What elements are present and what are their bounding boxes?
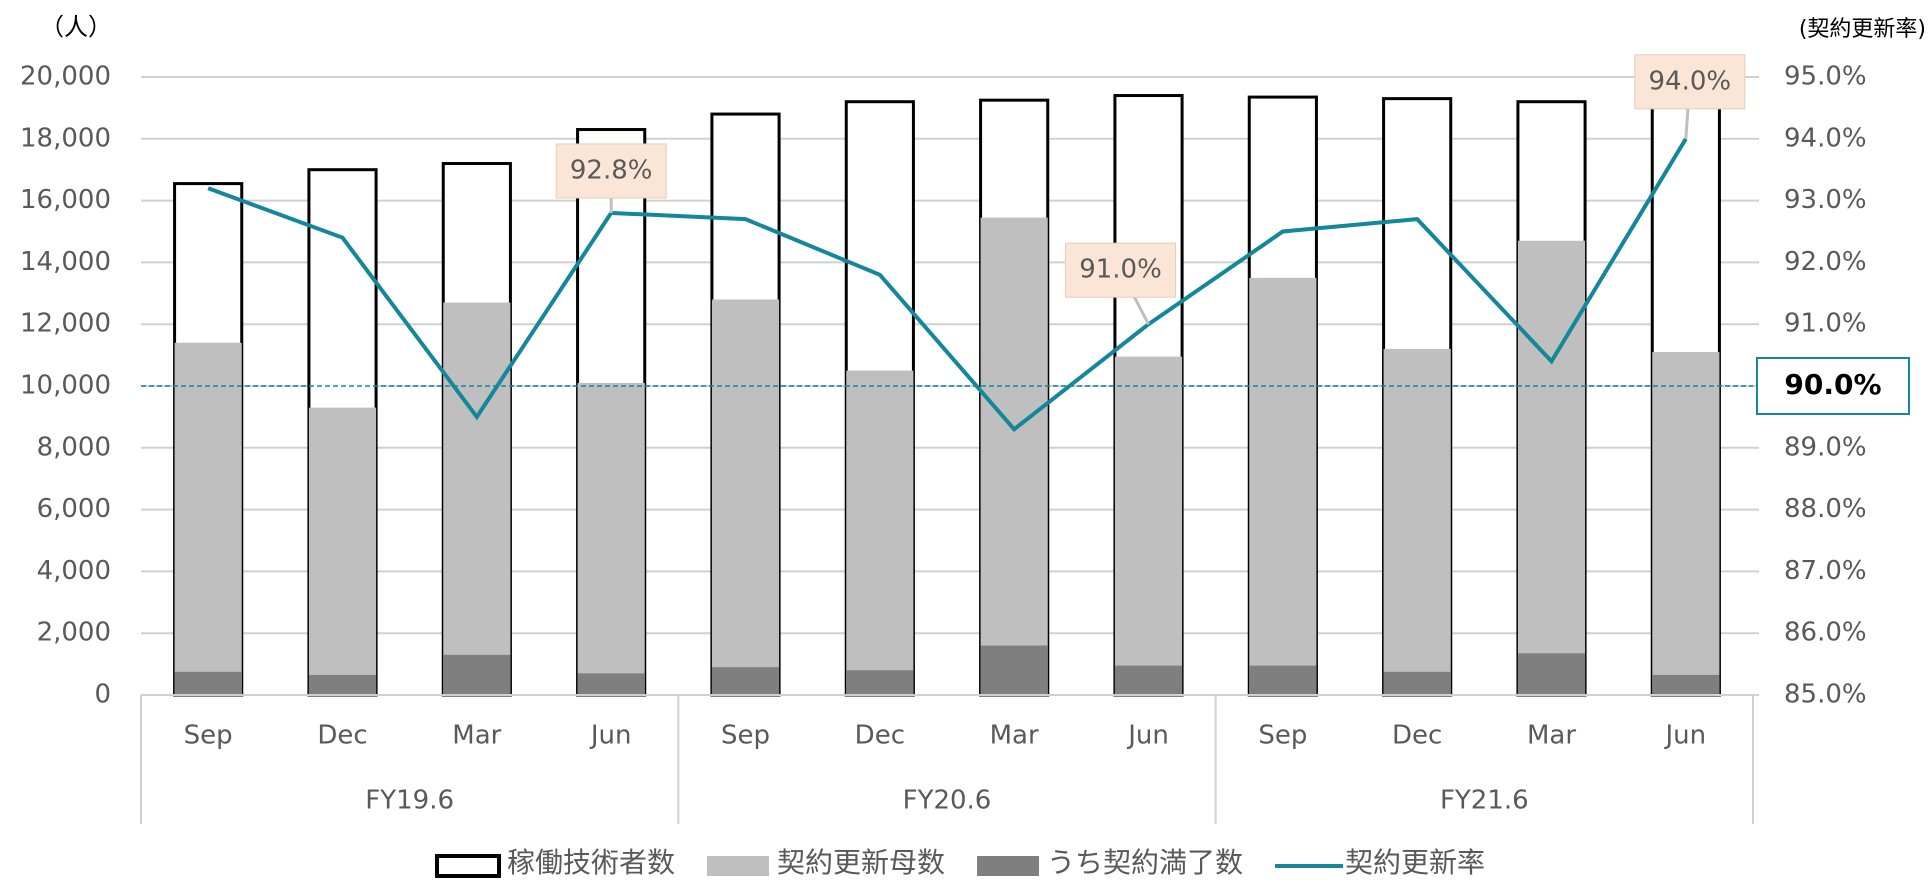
- reference-label: 90.0%: [1784, 368, 1881, 401]
- y2-tick-label: 95.0%: [1784, 62, 1867, 92]
- y2-axis-label: (契約更新率): [1799, 17, 1926, 42]
- y2-tick-label: 87.0%: [1784, 556, 1867, 586]
- y-tick-label: 0: [94, 680, 111, 710]
- reference-label-box: [1756, 357, 1910, 415]
- y2-tick-label: 85.0%: [1784, 680, 1867, 710]
- y-axis-label: （人）: [40, 13, 112, 41]
- x-tick-label: Sep: [184, 721, 233, 751]
- bar: [1114, 665, 1183, 695]
- bar: [980, 645, 1048, 695]
- annotation-box: [555, 143, 667, 199]
- bar: [1383, 348, 1451, 695]
- x-tick-label: Dec: [317, 721, 367, 751]
- data-label: 91.0%: [1079, 255, 1162, 285]
- annotation-box: [1634, 54, 1746, 110]
- x-tick-label: Jun: [1664, 721, 1707, 751]
- data-label: 92.8%: [570, 155, 653, 185]
- bar: [980, 217, 1048, 695]
- x-tick-label: Sep: [1258, 721, 1307, 751]
- bar: [308, 674, 377, 695]
- x-tick-label: Mar: [1527, 721, 1576, 751]
- line: [207, 137, 1688, 433]
- bar: [443, 654, 511, 695]
- y2-tick-label: 88.0%: [1784, 494, 1867, 524]
- bar: [1383, 671, 1451, 695]
- y-tick-label: 16,000: [20, 185, 111, 215]
- legend-label: 契約更新率: [1345, 846, 1485, 879]
- y-tick-label: 20,000: [20, 62, 111, 92]
- bar: [443, 302, 511, 695]
- group-label: FY20.6: [903, 786, 992, 816]
- group-label: FY21.6: [1440, 786, 1529, 816]
- legend-label: うち契約満了数: [1047, 846, 1243, 879]
- x-tick-label: Mar: [452, 721, 501, 751]
- bar: [1249, 277, 1317, 695]
- legend-swatch: [977, 856, 1040, 876]
- y-tick-label: 18,000: [20, 123, 111, 153]
- bar: [711, 667, 780, 695]
- x-tick-label: Dec: [855, 721, 905, 751]
- y2-tick-label: 92.0%: [1784, 247, 1867, 277]
- y2-tick-label: 86.0%: [1784, 618, 1867, 648]
- y-tick-label: 14,000: [20, 247, 111, 277]
- y-tick-label: 6,000: [37, 494, 111, 524]
- legend-swatch: [707, 856, 770, 876]
- y-tick-label: 4,000: [37, 556, 111, 586]
- bar: [1652, 352, 1720, 695]
- y-tick-label: 12,000: [20, 309, 111, 339]
- bar: [846, 670, 914, 695]
- y2-tick-label: 89.0%: [1784, 432, 1867, 462]
- y-tick-label: 8,000: [37, 432, 111, 462]
- legend-swatch: [435, 854, 501, 878]
- bar: [1249, 665, 1317, 695]
- bar: [308, 407, 377, 695]
- bar: [1517, 653, 1586, 695]
- data-label: 94.0%: [1649, 66, 1732, 96]
- bar: [1114, 356, 1183, 695]
- bar: [174, 671, 242, 695]
- y-tick-label: 10,000: [20, 371, 111, 401]
- group-label: FY19.6: [365, 786, 454, 816]
- bar: [577, 382, 645, 695]
- y2-tick-label: 93.0%: [1784, 185, 1867, 215]
- x-tick-label: Jun: [1126, 721, 1169, 751]
- bar: [1652, 674, 1720, 695]
- bar: [577, 673, 645, 695]
- y2-tick-label: 94.0%: [1784, 123, 1867, 153]
- bar: [1517, 240, 1586, 695]
- legend-label: 契約更新母数: [777, 846, 945, 879]
- y2-tick-label: 91.0%: [1784, 309, 1867, 339]
- x-tick-label: Sep: [721, 721, 770, 751]
- legend-label: 稼働技術者数: [507, 846, 675, 879]
- annotation-box: [1065, 242, 1176, 298]
- x-tick-label: Dec: [1392, 721, 1442, 751]
- y-tick-label: 2,000: [37, 618, 111, 648]
- bar: [711, 299, 780, 695]
- x-tick-label: Jun: [589, 721, 632, 751]
- x-tick-label: Mar: [990, 721, 1039, 751]
- bar: [846, 370, 914, 695]
- bar: [174, 342, 242, 695]
